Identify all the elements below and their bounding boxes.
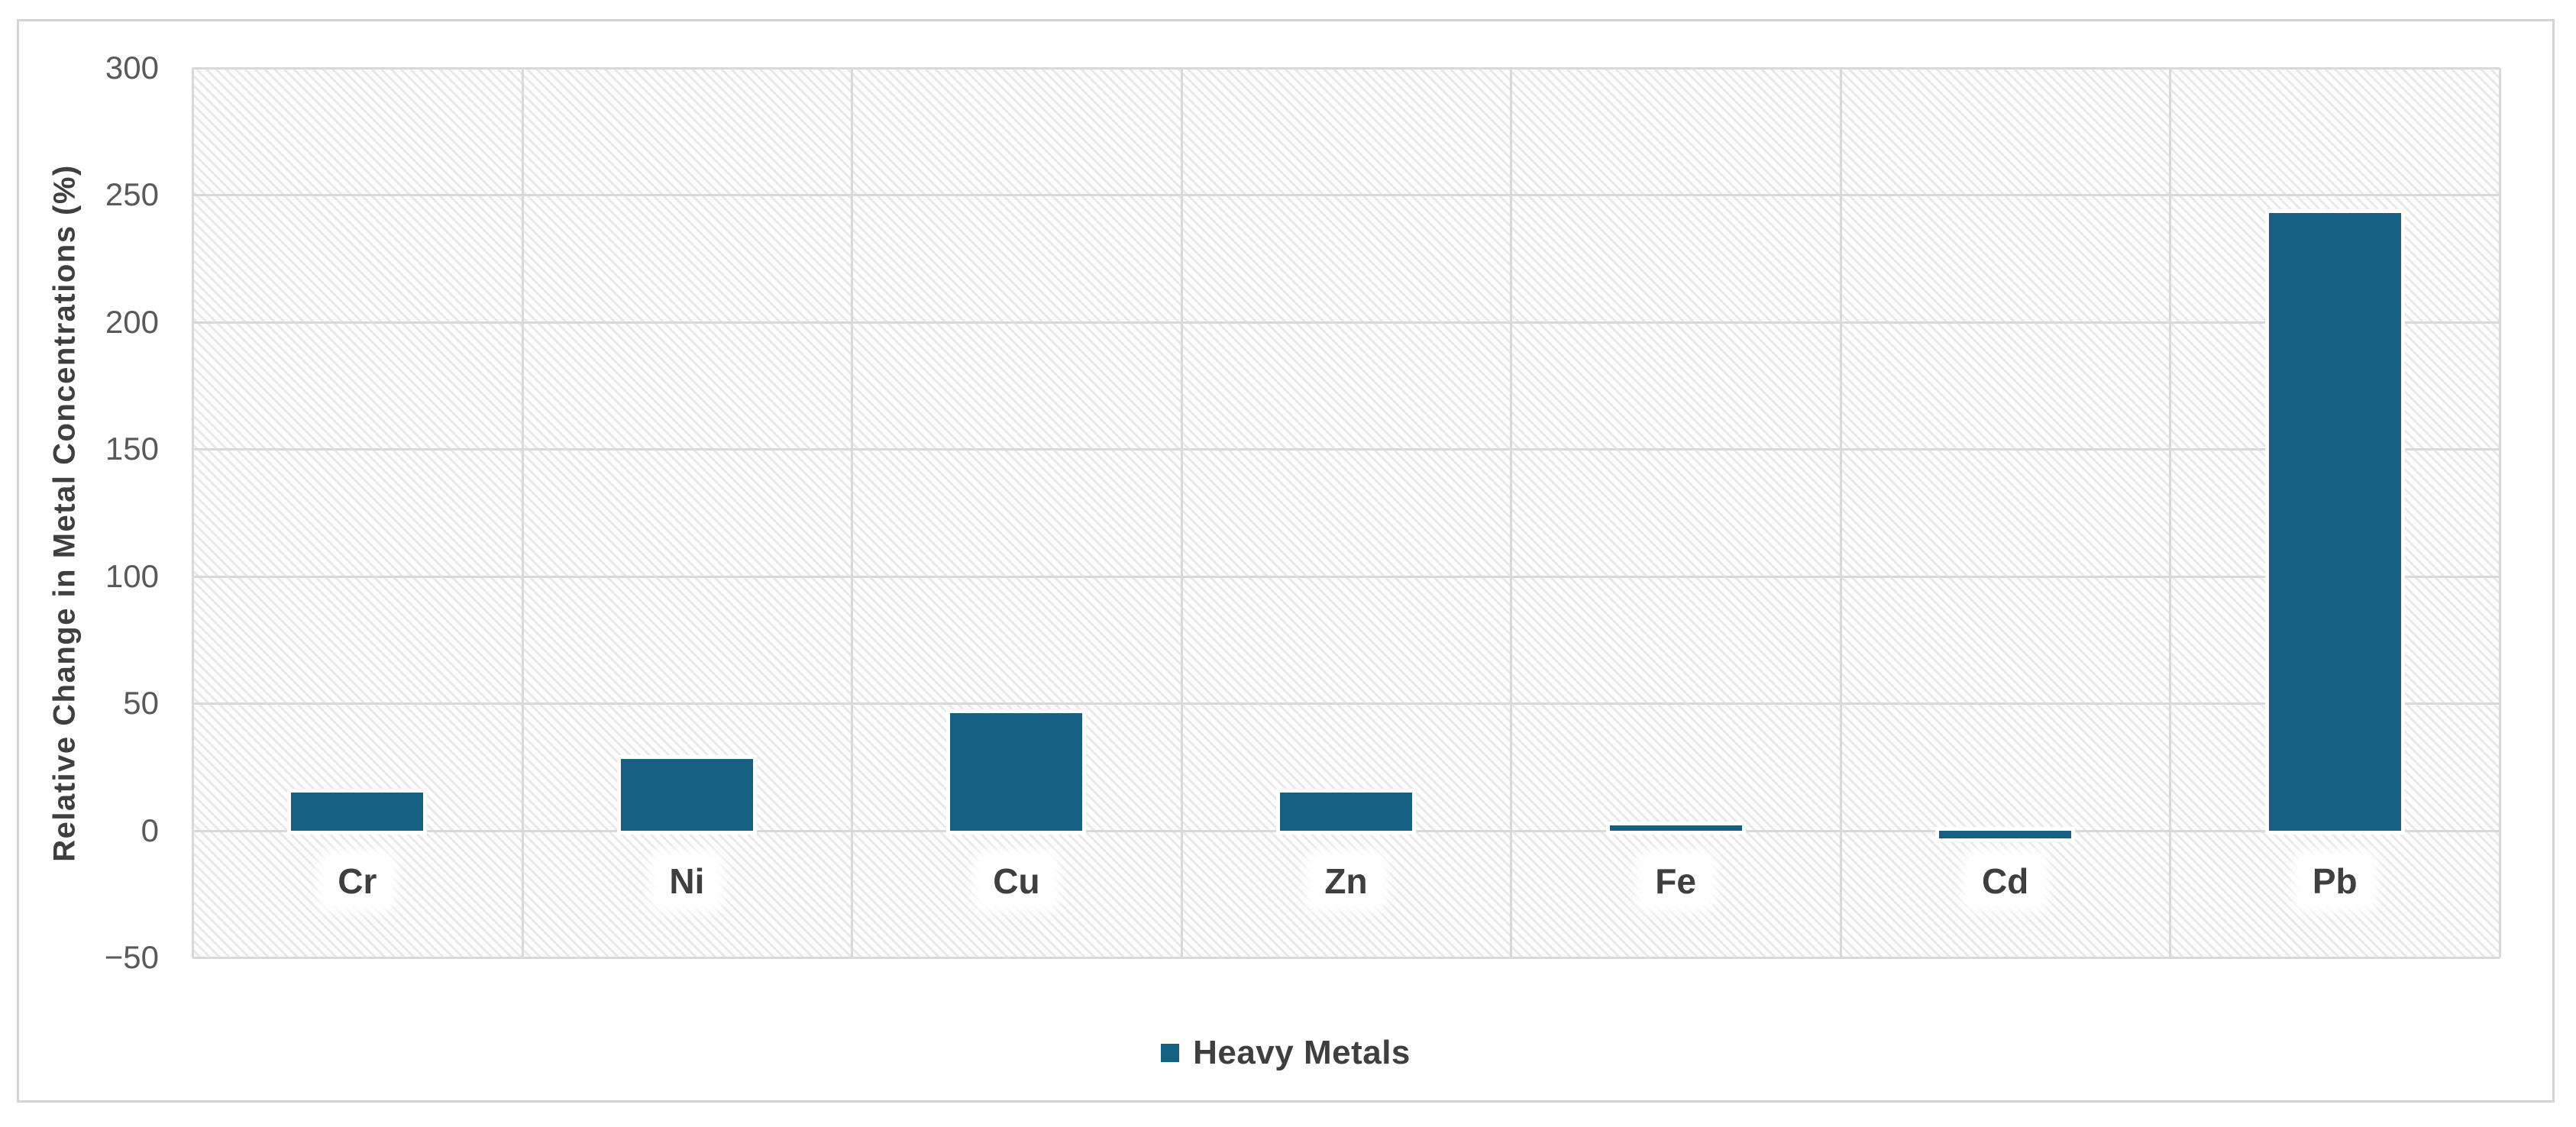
chart-frame: Relative Change in Metal Concentrations …	[17, 19, 2555, 1103]
y-axis-title: Relative Change in Metal Concentrations …	[47, 164, 82, 862]
gridline-y-0	[192, 829, 2500, 832]
gridline-y-300	[192, 67, 2500, 69]
category-label-zn: Zn	[1181, 857, 1511, 905]
bar-pb	[2268, 212, 2401, 831]
gridline-x-4	[1510, 68, 1513, 957]
y-tick-label-0: 0	[141, 812, 159, 848]
bar-ni	[620, 759, 753, 831]
gridline-y-200	[192, 321, 2500, 324]
y-tick-label-100: 100	[105, 557, 159, 594]
gridline-x-7	[2499, 68, 2501, 957]
y-tick-label--50: −50	[104, 939, 159, 975]
y-tick-label-200: 200	[105, 303, 159, 340]
gridline-x-0	[192, 68, 194, 957]
gridline-x-1	[521, 68, 524, 957]
gridline-y-100	[192, 575, 2500, 578]
legend: Heavy Metals	[19, 1034, 2552, 1072]
category-label-pb: Pb	[2170, 857, 2500, 905]
plot-area: Cr Ni Cu Zn Fe Cd Pb	[192, 67, 2501, 959]
category-label-ni: Ni	[522, 857, 852, 905]
legend-marker-icon	[1161, 1044, 1180, 1062]
y-tick-label-250: 250	[105, 176, 159, 213]
bar-cr	[291, 792, 424, 831]
category-label-cr: Cr	[192, 857, 522, 905]
gridline-x-3	[1180, 68, 1183, 957]
category-label-cd: Cd	[1841, 857, 2170, 905]
bar-zn	[1280, 792, 1412, 831]
gridline-x-6	[2169, 68, 2172, 957]
y-tick-label-150: 150	[105, 431, 159, 467]
y-tick-label-300: 300	[105, 50, 159, 86]
gridline-y--50	[192, 957, 2500, 959]
legend-label: Heavy Metals	[1193, 1034, 1411, 1071]
bar-cd	[1939, 830, 2072, 838]
gridline-x-2	[851, 68, 854, 957]
category-label-fe: Fe	[1511, 857, 1841, 905]
bar-cu	[950, 713, 1083, 831]
category-label-cu: Cu	[852, 857, 1181, 905]
y-tick-label-50: 50	[123, 685, 159, 722]
gridline-x-5	[1839, 68, 1842, 957]
gridline-y-150	[192, 448, 2500, 451]
gridline-y-50	[192, 702, 2500, 706]
gridline-y-250	[192, 194, 2500, 197]
bar-fe	[1609, 825, 1742, 831]
